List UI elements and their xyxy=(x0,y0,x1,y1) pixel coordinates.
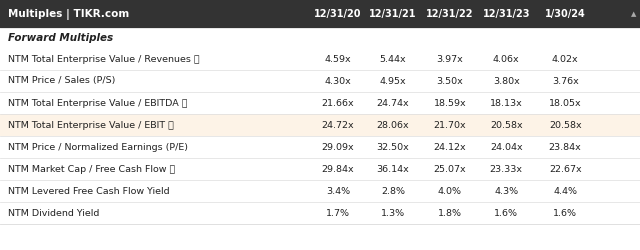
Text: NTM Total Enterprise Value / Revenues ⓘ: NTM Total Enterprise Value / Revenues ⓘ xyxy=(8,54,200,64)
Text: 18.05x: 18.05x xyxy=(549,98,581,108)
Bar xyxy=(0,180,640,202)
Text: 23.33x: 23.33x xyxy=(490,164,523,173)
Text: 4.02x: 4.02x xyxy=(552,54,579,64)
Text: 3.76x: 3.76x xyxy=(552,76,579,86)
Text: NTM Price / Normalized Earnings (P/E): NTM Price / Normalized Earnings (P/E) xyxy=(8,142,188,152)
Text: NTM Total Enterprise Value / EBIT ⓘ: NTM Total Enterprise Value / EBIT ⓘ xyxy=(8,120,174,130)
Text: NTM Market Cap / Free Cash Flow ⓘ: NTM Market Cap / Free Cash Flow ⓘ xyxy=(8,164,175,173)
Text: 3.4%: 3.4% xyxy=(326,186,350,196)
Text: Forward Multiples: Forward Multiples xyxy=(8,33,113,43)
Bar xyxy=(0,0,640,28)
Text: 4.59x: 4.59x xyxy=(324,54,351,64)
Bar xyxy=(0,136,640,158)
Text: 21.66x: 21.66x xyxy=(322,98,354,108)
Text: 1.3%: 1.3% xyxy=(381,208,405,218)
Text: 29.84x: 29.84x xyxy=(322,164,354,173)
Text: 29.09x: 29.09x xyxy=(322,142,354,152)
Text: 1.8%: 1.8% xyxy=(438,208,462,218)
Bar xyxy=(0,158,640,180)
Text: 32.50x: 32.50x xyxy=(376,142,410,152)
Bar xyxy=(0,48,640,70)
Text: NTM Price / Sales (P/S): NTM Price / Sales (P/S) xyxy=(8,76,115,86)
Text: 3.50x: 3.50x xyxy=(436,76,463,86)
Bar xyxy=(0,92,640,114)
Text: NTM Levered Free Cash Flow Yield: NTM Levered Free Cash Flow Yield xyxy=(8,186,170,196)
Text: 4.4%: 4.4% xyxy=(553,186,577,196)
Text: 23.84x: 23.84x xyxy=(548,142,582,152)
Text: 24.12x: 24.12x xyxy=(434,142,466,152)
Text: 18.59x: 18.59x xyxy=(434,98,466,108)
Text: 4.30x: 4.30x xyxy=(324,76,351,86)
Text: 4.06x: 4.06x xyxy=(493,54,520,64)
Text: 3.80x: 3.80x xyxy=(493,76,520,86)
Text: 2.8%: 2.8% xyxy=(381,186,405,196)
Text: 20.58x: 20.58x xyxy=(490,120,522,130)
Text: Multiples | TIKR.com: Multiples | TIKR.com xyxy=(8,8,129,20)
Bar xyxy=(0,202,640,224)
Text: 4.3%: 4.3% xyxy=(494,186,518,196)
Text: 1.6%: 1.6% xyxy=(494,208,518,218)
Text: 4.0%: 4.0% xyxy=(438,186,462,196)
Text: 1/30/24: 1/30/24 xyxy=(545,9,586,19)
Text: 25.07x: 25.07x xyxy=(434,164,466,173)
Bar xyxy=(0,114,640,136)
Text: 3.97x: 3.97x xyxy=(436,54,463,64)
Text: ▲: ▲ xyxy=(630,11,636,17)
Text: 5.44x: 5.44x xyxy=(380,54,406,64)
Text: 1.6%: 1.6% xyxy=(553,208,577,218)
Text: NTM Dividend Yield: NTM Dividend Yield xyxy=(8,208,99,218)
Text: 12/31/22: 12/31/22 xyxy=(426,9,474,19)
Text: 20.58x: 20.58x xyxy=(549,120,581,130)
Text: 36.14x: 36.14x xyxy=(376,164,410,173)
Text: 24.04x: 24.04x xyxy=(490,142,522,152)
Text: 24.74x: 24.74x xyxy=(377,98,409,108)
Text: NTM Total Enterprise Value / EBITDA ⓘ: NTM Total Enterprise Value / EBITDA ⓘ xyxy=(8,98,188,108)
Text: 22.67x: 22.67x xyxy=(549,164,581,173)
Text: 12/31/21: 12/31/21 xyxy=(369,9,417,19)
Text: 21.70x: 21.70x xyxy=(434,120,466,130)
Text: 24.72x: 24.72x xyxy=(322,120,354,130)
Bar xyxy=(0,70,640,92)
Text: 18.13x: 18.13x xyxy=(490,98,523,108)
Text: 1.7%: 1.7% xyxy=(326,208,350,218)
Text: 28.06x: 28.06x xyxy=(377,120,409,130)
Text: 12/31/23: 12/31/23 xyxy=(483,9,530,19)
Text: 4.95x: 4.95x xyxy=(380,76,406,86)
Text: 12/31/20: 12/31/20 xyxy=(314,9,362,19)
